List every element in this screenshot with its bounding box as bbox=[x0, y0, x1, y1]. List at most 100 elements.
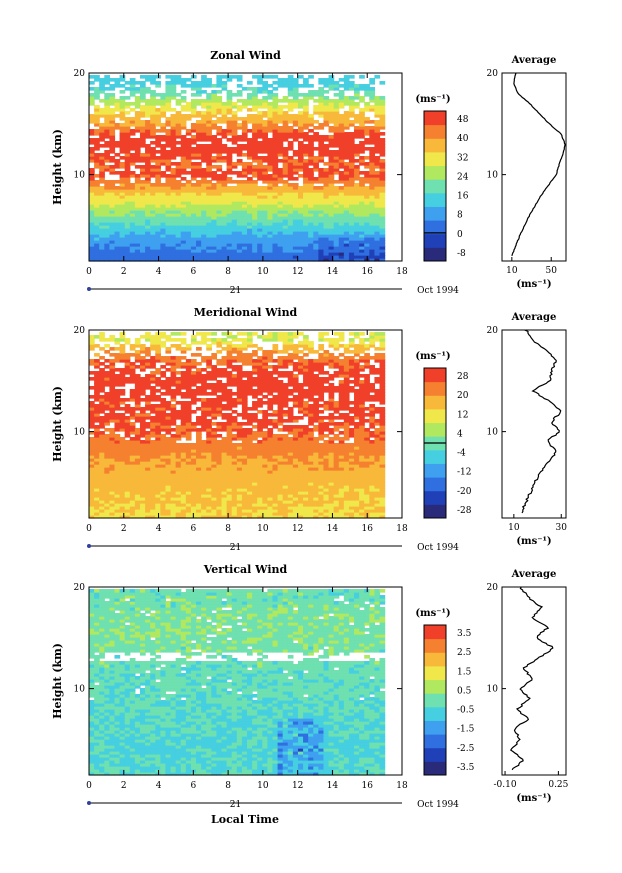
heatmap-cell bbox=[216, 225, 223, 229]
heatmap-cell bbox=[216, 476, 223, 480]
heatmap-cell bbox=[318, 111, 325, 115]
heatmap-cell bbox=[343, 494, 350, 498]
heatmap-cell bbox=[374, 216, 381, 220]
heatmap-cell bbox=[272, 458, 279, 462]
heatmap-cell bbox=[226, 452, 233, 456]
heatmap-cell bbox=[252, 201, 258, 205]
heatmap-cell bbox=[252, 195, 258, 199]
heatmap-cell bbox=[343, 455, 350, 459]
heatmap-cell bbox=[272, 162, 279, 166]
heatmap-cell bbox=[379, 446, 386, 450]
heatmap-cell bbox=[211, 126, 218, 130]
heatmap-cell bbox=[129, 506, 136, 510]
heatmap-cell bbox=[272, 434, 279, 438]
heatmap-cell bbox=[139, 216, 146, 220]
heatmap-cell bbox=[226, 428, 233, 432]
heatmap-cell bbox=[180, 491, 187, 495]
heatmap-cell bbox=[359, 108, 365, 112]
heatmap-cell bbox=[145, 195, 151, 199]
heatmap-cell bbox=[170, 129, 177, 133]
heatmap-cell bbox=[267, 503, 274, 507]
heatmap-cell bbox=[201, 78, 207, 82]
heatmap-cell bbox=[308, 228, 314, 232]
heatmap-cell bbox=[359, 222, 365, 226]
heatmap-cell bbox=[287, 132, 294, 136]
heatmap-cell bbox=[129, 491, 136, 495]
heatmap-cell bbox=[129, 204, 136, 208]
heatmap-cell bbox=[104, 461, 110, 465]
heatmap-cell bbox=[206, 150, 212, 154]
heatmap-cell bbox=[190, 192, 197, 196]
heatmap-cell bbox=[145, 249, 151, 253]
heatmap-cell bbox=[201, 234, 207, 238]
heatmap-cell bbox=[369, 126, 376, 130]
heatmap-cell bbox=[129, 159, 136, 163]
heatmap-cell bbox=[282, 428, 289, 432]
heatmap-cell bbox=[94, 452, 100, 456]
heatmap-cell bbox=[170, 515, 177, 519]
heatmap-cell bbox=[348, 108, 355, 112]
heatmap-cell bbox=[328, 198, 335, 202]
heatmap-cell bbox=[247, 147, 253, 151]
heatmap-cell bbox=[308, 84, 314, 88]
heatmap-cell bbox=[343, 422, 350, 426]
heatmap-cell bbox=[328, 452, 335, 456]
heatmap-cell bbox=[216, 120, 223, 124]
heatmap-cell bbox=[303, 473, 309, 477]
heatmap-cell bbox=[150, 195, 156, 199]
heatmap-cell bbox=[313, 186, 319, 190]
heatmap-cell bbox=[241, 482, 248, 486]
heatmap-cell bbox=[277, 446, 284, 450]
heatmap-cell bbox=[170, 120, 177, 124]
heatmap-cell bbox=[318, 458, 325, 462]
heatmap-cell bbox=[175, 494, 182, 498]
heatmap-cell bbox=[297, 491, 304, 495]
heatmap-cell bbox=[196, 81, 202, 85]
heatmap-cell bbox=[333, 108, 340, 112]
heatmap-cell bbox=[145, 207, 151, 211]
heatmap-cell bbox=[292, 255, 299, 259]
heatmap-cell bbox=[89, 159, 95, 163]
heatmap-cell bbox=[333, 443, 340, 447]
heatmap-cell bbox=[89, 120, 95, 124]
heatmap-cell bbox=[221, 171, 228, 175]
heatmap-cell bbox=[257, 503, 263, 507]
heatmap-cell bbox=[282, 186, 289, 190]
heatmap-cell bbox=[282, 111, 289, 115]
heatmap-cell bbox=[328, 87, 335, 91]
heatmap-cell bbox=[99, 174, 105, 178]
heatmap-cell bbox=[297, 473, 304, 477]
heatmap-cell bbox=[267, 204, 274, 208]
heatmap-cell bbox=[241, 183, 248, 187]
heatmap-cell bbox=[364, 156, 370, 160]
heatmap-cell bbox=[236, 204, 243, 208]
heatmap-cell bbox=[364, 201, 370, 205]
heatmap-cell bbox=[124, 506, 131, 510]
heatmap-cell bbox=[139, 237, 146, 241]
heatmap-cell bbox=[211, 177, 218, 181]
heatmap-cell bbox=[303, 195, 309, 199]
heatmap-cell bbox=[282, 485, 289, 489]
heatmap-cell bbox=[155, 114, 161, 118]
heatmap-cell bbox=[139, 225, 146, 229]
heatmap-cell bbox=[231, 117, 238, 121]
heatmap-cell bbox=[231, 506, 238, 510]
heatmap-cell bbox=[124, 102, 131, 106]
heatmap-cell bbox=[292, 428, 299, 432]
heatmap-cell bbox=[89, 515, 95, 519]
heatmap-cell bbox=[185, 431, 192, 435]
heatmap-cell bbox=[241, 240, 248, 244]
heatmap-cell bbox=[338, 135, 345, 139]
heatmap-cell bbox=[364, 249, 370, 253]
heatmap-cell bbox=[185, 192, 192, 196]
heatmap-cell bbox=[328, 482, 335, 486]
heatmap-cell bbox=[231, 249, 238, 253]
heatmap-cell bbox=[226, 168, 233, 172]
heatmap-cell bbox=[267, 156, 274, 160]
heatmap-cell bbox=[160, 500, 167, 504]
heatmap-cell bbox=[119, 416, 126, 420]
heatmap-cell bbox=[328, 503, 335, 507]
heatmap-cell bbox=[369, 87, 376, 91]
heatmap-cell bbox=[185, 195, 192, 199]
heatmap-cell bbox=[247, 491, 253, 495]
